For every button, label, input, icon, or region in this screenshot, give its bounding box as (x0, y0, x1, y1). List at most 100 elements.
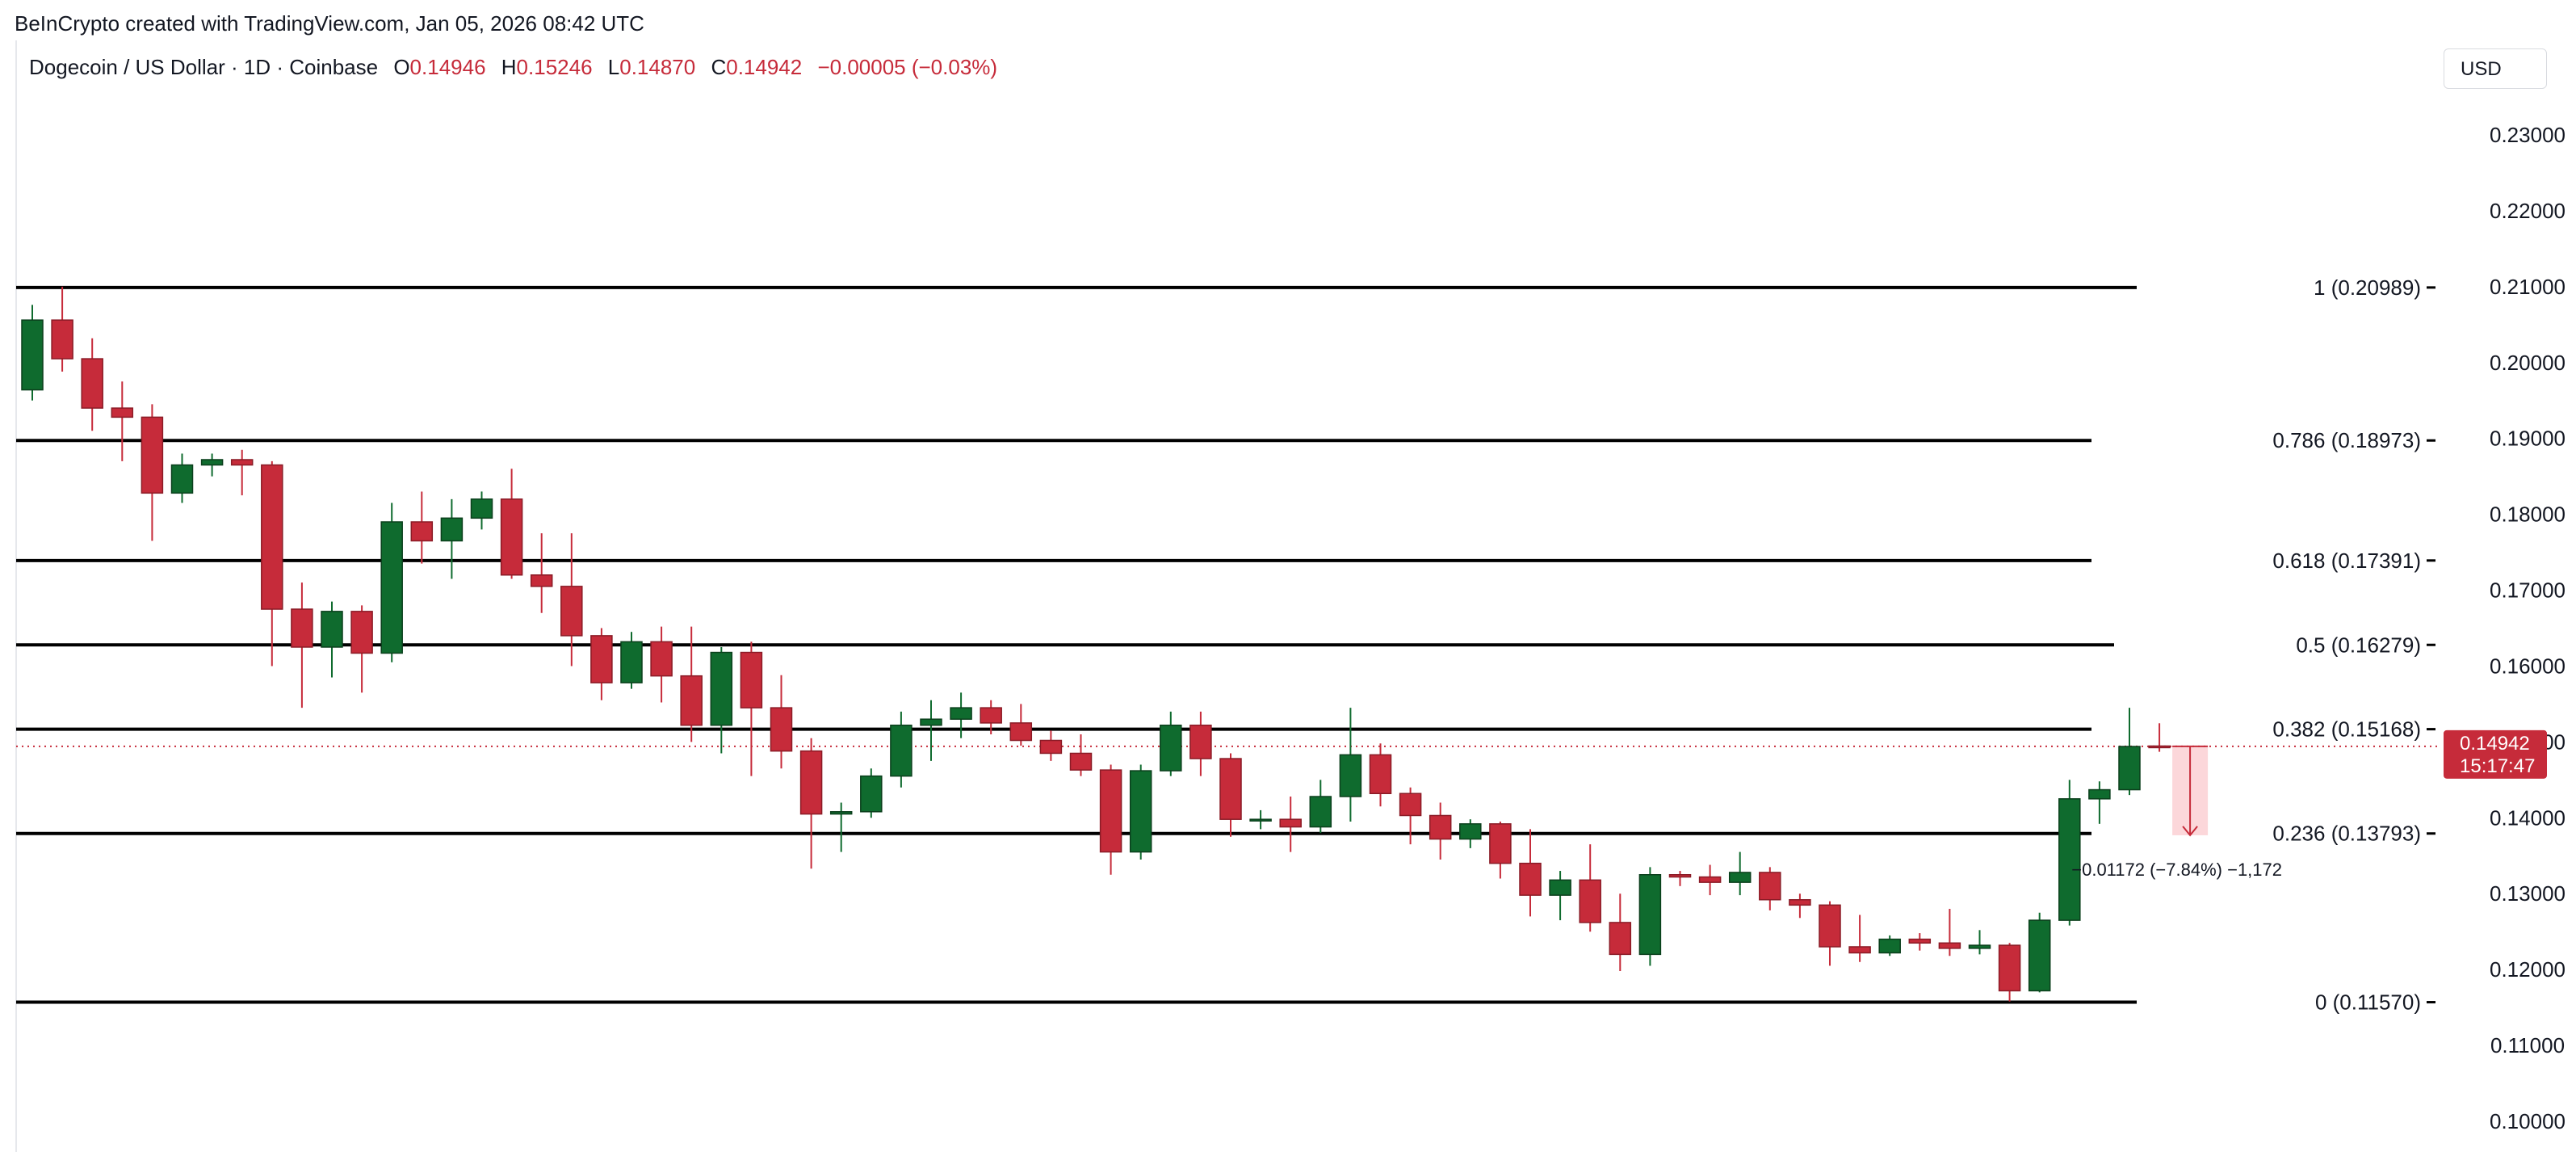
open-label: O (393, 55, 410, 79)
candle-40 (1219, 753, 1242, 837)
y-tick-label: 0.21000 (2490, 275, 2566, 299)
y-tick-label: 0.22000 (2490, 199, 2566, 223)
fib-label-2: 0.618 (0.17391) (2272, 549, 2421, 573)
candle-13 (410, 491, 434, 564)
candle-0 (21, 305, 44, 401)
candle-62 (1878, 935, 1901, 956)
price-axis[interactable]: 0.23000 0.22000 0.21000 0.20000 0.19000 0.180… (2444, 123, 2566, 1133)
candle-8 (261, 460, 283, 666)
candle-45 (1369, 743, 1392, 807)
candle-body (920, 718, 942, 726)
price-range-measure[interactable]: −0.01172 (−7.84%) −1,172 (2071, 745, 2282, 880)
measure-label: −0.01172 (−7.84%) −1,172 (2071, 860, 2282, 880)
candle-50 (1519, 829, 1542, 917)
candle-35 (1069, 734, 1093, 776)
candle-29 (890, 711, 913, 788)
candle-63 (1908, 933, 1932, 951)
candle-body (2058, 798, 2081, 921)
candle-body (1998, 944, 2021, 992)
candle-body (1369, 754, 1392, 795)
candle-32 (980, 700, 1002, 734)
candle-body (1878, 938, 1901, 954)
candle-body (1819, 904, 1841, 948)
candle-body (1938, 942, 1961, 949)
candle-36 (1099, 764, 1122, 875)
candle-53 (1609, 893, 1632, 972)
price-badge-bg (2444, 729, 2547, 779)
candle-61 (1848, 914, 1871, 962)
chart-credit: BeInCrypto created with TradingView.com,… (15, 11, 644, 36)
candle-3 (111, 381, 134, 461)
candle-30 (920, 700, 942, 761)
y-tick-label: 0.16000 (2490, 654, 2566, 678)
candle-body (1339, 754, 1362, 797)
candle-57 (1728, 851, 1752, 896)
candle-25 (770, 675, 793, 769)
candle-body (200, 459, 224, 466)
candle-17 (530, 533, 553, 613)
candle-body (1459, 823, 1482, 840)
y-tick-label: 0.14000 (2490, 805, 2566, 830)
high-label: H (501, 55, 517, 79)
fib-label-3: 0.5 (0.16279) (2296, 633, 2421, 657)
candle-20 (620, 632, 643, 689)
candle-31 (950, 692, 972, 738)
y-tick-label: 0.23000 (2490, 123, 2566, 147)
candle-body (1129, 770, 1152, 853)
candle-21 (650, 626, 673, 703)
candle-16 (500, 469, 523, 579)
candle-body (680, 675, 703, 726)
candle-body (590, 635, 613, 683)
candle-11 (350, 605, 373, 693)
candle-58 (1759, 867, 1781, 910)
candle-18 (560, 533, 583, 666)
candle-body (530, 574, 553, 587)
candle-body (1189, 724, 1212, 759)
candle-body (1489, 823, 1512, 864)
candle-2 (81, 338, 103, 431)
candle-12 (380, 502, 403, 662)
candle-body (799, 750, 823, 815)
close-value: 0.14942 (726, 55, 803, 79)
high-value: 0.15246 (516, 55, 593, 79)
candle-46 (1399, 787, 1422, 845)
candle-49 (1489, 822, 1512, 879)
candle-body (1789, 898, 1811, 906)
candle-42 (1279, 797, 1302, 852)
candle-70 (2118, 708, 2141, 796)
candle-body (1759, 872, 1781, 901)
candle-body (560, 586, 583, 637)
symbol-title[interactable]: Dogecoin / US Dollar · 1D · Coinbase (29, 55, 379, 79)
symbol-legend: Dogecoin / US Dollar · 1D · Coinbase O 0.… (29, 55, 997, 80)
candle-54 (1638, 867, 1662, 966)
currency-selector[interactable]: USD (2444, 48, 2547, 89)
candles (21, 286, 2171, 1002)
candle-body (1848, 946, 1871, 954)
candle-body (2118, 746, 2141, 791)
candle-body (1039, 739, 1063, 755)
price-badge-value: 0.14942 (2460, 733, 2530, 755)
candle-body (170, 464, 194, 494)
candle-22 (680, 626, 703, 742)
candle-38 (1160, 711, 1182, 776)
candle-23 (710, 646, 733, 754)
y-tick-label: 0.17000 (2490, 578, 2566, 603)
candle-71 (2148, 723, 2171, 752)
change-value: −0.00005 (−0.03%) (817, 55, 998, 79)
fib-label-5: 0.236 (0.13793) (2272, 822, 2421, 846)
fib-retracement[interactable]: 1 (0.20989) 0.786 (0.18973) 0.618 (0.17391… (16, 275, 2439, 1015)
candle-body (620, 641, 643, 683)
candle-body (740, 651, 763, 708)
price-badge-countdown: 15:17:47 (2460, 755, 2535, 777)
candle-body (2148, 745, 2171, 749)
candle-19 (590, 628, 613, 700)
candle-body (1219, 758, 1242, 820)
candle-body (2088, 788, 2111, 800)
candle-24 (740, 641, 763, 776)
candle-body (1399, 793, 1422, 817)
candle-body (1579, 879, 1601, 923)
y-tick-label: 0.10000 (2490, 1109, 2566, 1133)
measure-arrow-head (2182, 826, 2198, 837)
candle-body (1609, 922, 1632, 956)
